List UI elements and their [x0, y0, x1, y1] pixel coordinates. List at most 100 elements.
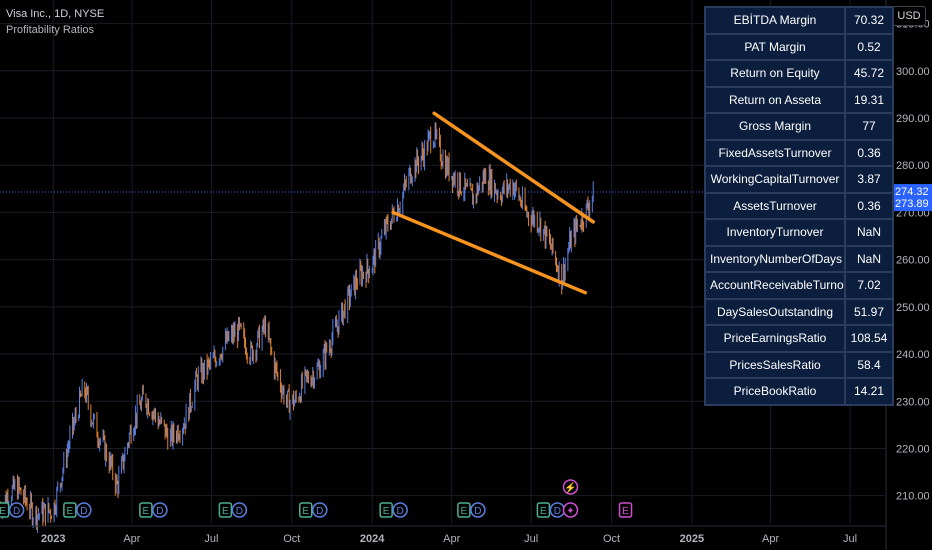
y-tick-label: 300.00 — [896, 66, 930, 78]
earnings-badge — [299, 502, 313, 518]
ratio-value: 70.32 — [844, 6, 894, 35]
event-badge-letter: D — [316, 506, 323, 517]
event-badge-letter: E — [302, 506, 309, 517]
ratio-name: PriceEarningsRatio — [704, 324, 846, 353]
ratio-row: Gross Margin 77 — [704, 112, 894, 141]
y-tick-label: 230.00 — [896, 396, 930, 408]
ratio-row: PriceBookRatio 14.21 — [704, 377, 894, 406]
dividend-badge — [8, 502, 25, 518]
ratio-row: PricesSalesRatio 58.4 — [704, 350, 894, 379]
earnings-badge — [63, 502, 77, 518]
earnings-badge — [457, 502, 471, 518]
y-tick-label: 260.00 — [896, 255, 930, 267]
price-value-box — [886, 184, 932, 200]
y-tick-label: 250.00 — [896, 302, 930, 314]
ratio-row: Return on Asseta 19.31 — [704, 85, 894, 114]
event-badge-icon: ✦ — [566, 506, 574, 517]
x-tick-label: Jul — [524, 533, 538, 545]
x-tick-label: Oct — [603, 533, 620, 545]
symbol-title[interactable]: Visa Inc., 1D, NYSE — [6, 8, 105, 20]
dividend-badge — [152, 502, 168, 518]
ratio-name: DaySalesOutstanding — [704, 297, 846, 326]
x-tick-label: Apr — [762, 533, 779, 545]
ratio-row: PriceEarningsRatio 108.54 — [704, 324, 894, 353]
x-tick-label: Apr — [443, 533, 460, 545]
dividend-badge — [470, 502, 486, 518]
ratio-row: PAT Margin 0.52 — [704, 32, 894, 61]
x-tick-label: Jul — [843, 533, 857, 545]
split-badge — [562, 479, 579, 495]
ratio-name: EBİTDA Margin — [704, 6, 846, 35]
event-badge-letter: E — [0, 506, 6, 517]
ratio-value: 51.97 — [844, 297, 894, 326]
y-tick-label: 290.00 — [896, 113, 930, 125]
dividend-badge — [392, 502, 408, 518]
ratio-value: 7.02 — [844, 271, 894, 300]
event-badge-letter: E — [222, 506, 229, 517]
ratio-value: 108.54 — [844, 324, 894, 353]
ratio-row: AccountReceivableTurnover7.02 — [704, 271, 894, 300]
currency-button[interactable]: USD — [892, 6, 926, 26]
event-badge-letter: D — [80, 506, 87, 517]
event-badge-letter: E — [461, 506, 468, 517]
y-tick-label: 210.00 — [896, 491, 930, 503]
ratio-value: 58.4 — [844, 350, 894, 379]
x-tick-label: 2023 — [41, 533, 65, 545]
ratio-value: 19.31 — [844, 85, 894, 114]
ratio-name: Return on Equity — [704, 59, 846, 88]
event-badge-letter: D — [554, 506, 561, 517]
event-badge-letter: E — [622, 506, 629, 517]
ratio-row: WorkingCapitalTurnover 3.87 — [704, 165, 894, 194]
ratio-name: FixedAssetsTurnover — [704, 138, 846, 167]
ratio-row: Return on Equity 45.72 — [704, 59, 894, 88]
ratio-row: InventoryTurnover NaN — [704, 218, 894, 247]
price-value-label: 274.32 — [895, 186, 929, 198]
x-tick-label: Jul — [204, 533, 218, 545]
ratio-name: AccountReceivableTurnover — [704, 271, 846, 300]
earnings-badge — [618, 502, 633, 518]
earnings-badge — [379, 502, 393, 518]
ratio-row: FixedAssetsTurnover 0.36 — [704, 138, 894, 167]
ratios-table: EBİTDA Margin 70.32 PAT Margin 0.52 Return o… — [704, 6, 894, 406]
split-badge-icon: ⚡ — [564, 481, 576, 494]
ratio-value: 77 — [844, 112, 894, 141]
ratio-name: AssetsTurnover — [704, 191, 846, 220]
event-badge-letter: D — [156, 506, 163, 517]
dividend-badge — [76, 502, 92, 518]
event-badge-letter: E — [143, 506, 150, 517]
dividend-badge — [312, 502, 328, 518]
event-badge-letter: D — [236, 506, 243, 517]
ratio-value: 3.87 — [844, 165, 894, 194]
event-badge-letter: D — [397, 506, 404, 517]
channel-trendline — [391, 210, 588, 295]
ratio-value: 14.21 — [844, 377, 894, 406]
ratio-name: Return on Asseta — [704, 85, 846, 114]
ratio-row: DaySalesOutstanding 51.97 — [704, 297, 894, 326]
event-badge-letter: E — [540, 506, 547, 517]
y-tick-label: 280.00 — [896, 160, 930, 172]
earnings-badge — [0, 502, 10, 518]
ratio-value: 0.52 — [844, 32, 894, 61]
dividend-badge — [231, 502, 248, 518]
ratio-name: PriceBookRatio — [704, 377, 846, 406]
x-tick-label: Apr — [123, 533, 140, 545]
x-tick-label: Oct — [283, 533, 300, 545]
x-tick-label: 2025 — [680, 533, 704, 545]
ratio-name: PricesSalesRatio — [704, 350, 846, 379]
event-badge-letter: E — [67, 506, 74, 517]
ratio-name: Gross Margin — [704, 112, 846, 141]
ratio-value: NaN — [844, 244, 894, 273]
indicator-title[interactable]: Profitability Ratios — [6, 24, 95, 36]
ratio-name: WorkingCapitalTurnover — [704, 165, 846, 194]
event-badge-letter: D — [474, 506, 481, 517]
x-tick-label: 2024 — [360, 533, 385, 545]
ratio-name: InventoryNumberOfDays — [704, 244, 846, 273]
ratio-value: 0.36 — [844, 191, 894, 220]
event-badge — [562, 502, 579, 518]
ratio-row: EBİTDA Margin 70.32 — [704, 6, 894, 35]
ratio-name: PAT Margin — [704, 32, 846, 61]
y-tick-label: 240.00 — [896, 349, 930, 361]
y-tick-label: 220.00 — [896, 443, 930, 455]
